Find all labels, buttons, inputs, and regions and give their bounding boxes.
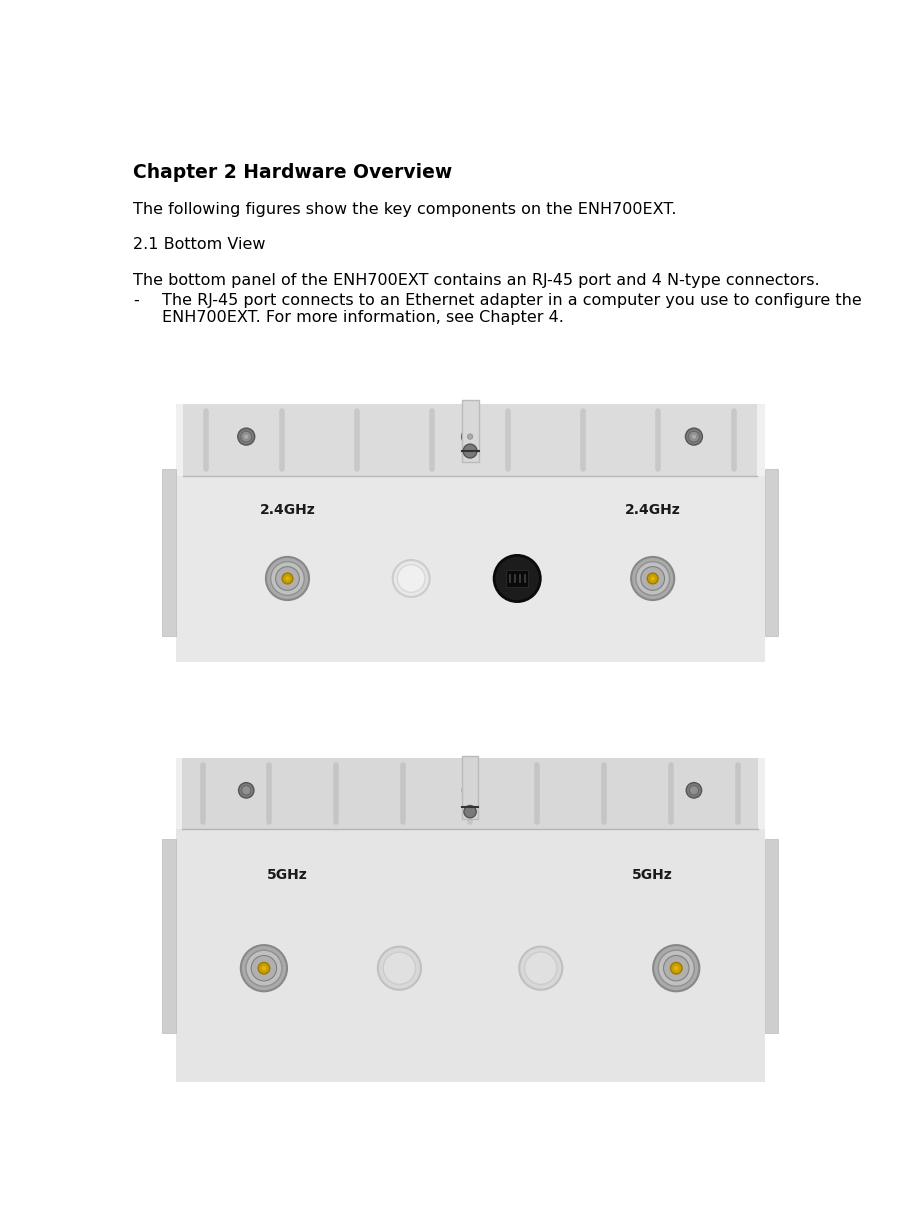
Circle shape [519, 946, 563, 990]
Circle shape [242, 786, 251, 795]
Circle shape [465, 431, 476, 442]
Circle shape [246, 950, 282, 987]
Bar [182, 759, 759, 829]
Text: 2.1 Bottom View: 2.1 Bottom View [133, 238, 266, 252]
Circle shape [275, 566, 299, 591]
Text: Chapter 2 Hardware Overview: Chapter 2 Hardware Overview [133, 163, 453, 183]
Circle shape [241, 945, 287, 991]
Circle shape [525, 952, 557, 984]
Bar [176, 404, 765, 663]
Circle shape [650, 576, 655, 581]
Bar [162, 839, 176, 1033]
Circle shape [464, 805, 476, 817]
Circle shape [251, 955, 276, 980]
Circle shape [241, 431, 251, 442]
Circle shape [494, 555, 541, 602]
Circle shape [687, 783, 701, 798]
Circle shape [271, 561, 304, 596]
Circle shape [238, 783, 254, 798]
Text: The RJ-45 port connects to an Ethernet adapter in a computer you use to configur: The RJ-45 port connects to an Ethernet a… [163, 294, 862, 308]
Circle shape [258, 962, 270, 974]
Bar [176, 476, 765, 663]
Bar [462, 401, 479, 462]
Circle shape [636, 561, 670, 596]
Circle shape [671, 962, 682, 974]
Circle shape [689, 786, 699, 795]
Text: 5GHz: 5GHz [267, 868, 308, 882]
Circle shape [237, 429, 255, 445]
Text: ENH700EXT. For more information, see Chapter 4.: ENH700EXT. For more information, see Cha… [163, 311, 565, 325]
Circle shape [285, 576, 290, 581]
Text: -: - [133, 294, 139, 308]
Circle shape [686, 429, 702, 445]
Bar [183, 404, 757, 476]
Circle shape [648, 574, 658, 583]
Circle shape [397, 565, 425, 592]
Circle shape [663, 955, 689, 980]
Circle shape [393, 560, 430, 597]
Bar [176, 759, 765, 1082]
Bar [765, 839, 778, 1033]
Bar [462, 756, 478, 818]
Bar [162, 469, 176, 636]
Bar [765, 469, 778, 636]
Circle shape [631, 557, 675, 600]
Text: 2.4GHz: 2.4GHz [625, 503, 681, 516]
Circle shape [261, 966, 267, 971]
Circle shape [691, 434, 697, 440]
Circle shape [266, 557, 309, 600]
Text: The following figures show the key components on the ENH700EXT.: The following figures show the key compo… [133, 202, 676, 217]
Circle shape [244, 434, 249, 440]
Text: The bottom panel of the ENH700EXT contains an RJ-45 port and 4 N-type connectors: The bottom panel of the ENH700EXT contai… [133, 273, 820, 289]
Circle shape [383, 952, 416, 984]
Circle shape [463, 445, 477, 458]
Text: 2.4GHz: 2.4GHz [260, 503, 315, 516]
Circle shape [462, 429, 479, 445]
Text: 5GHz: 5GHz [632, 868, 673, 882]
Circle shape [641, 566, 664, 591]
Circle shape [468, 434, 473, 440]
Circle shape [658, 950, 694, 987]
Circle shape [378, 946, 421, 990]
Circle shape [462, 783, 478, 798]
Circle shape [466, 786, 475, 795]
Bar [506, 570, 528, 587]
Bar [176, 829, 765, 1082]
Circle shape [688, 431, 699, 442]
Circle shape [282, 574, 293, 583]
Circle shape [674, 966, 679, 971]
Circle shape [653, 945, 699, 991]
